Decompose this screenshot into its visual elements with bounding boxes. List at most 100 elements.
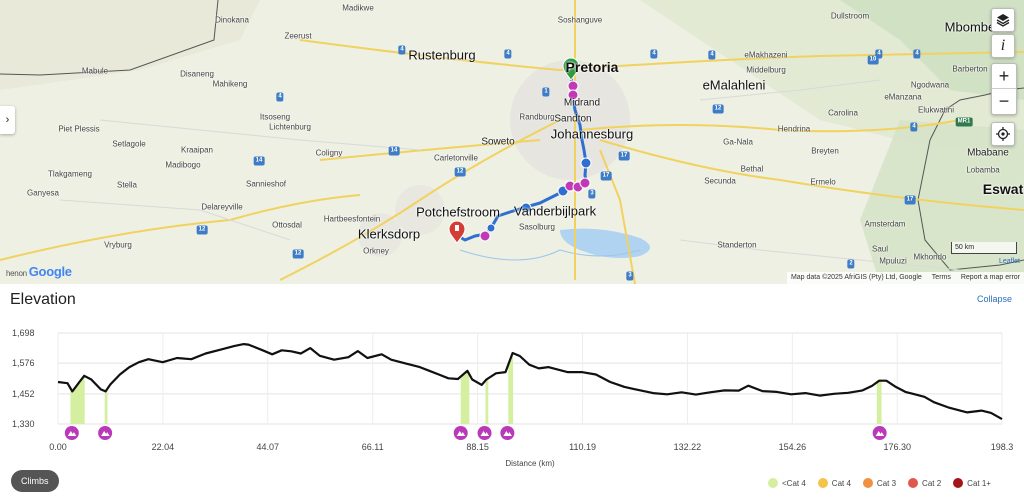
terms-link[interactable]: Terms xyxy=(931,274,951,281)
place-label: Carletonville xyxy=(433,153,479,163)
place-label: Coligny xyxy=(315,148,343,158)
place-label: Soshanguve xyxy=(557,15,603,25)
legend-label: Cat 2 xyxy=(922,478,942,488)
climb-segment xyxy=(508,353,514,424)
map-attribution: Map data ©2025 AfriGIS (Pty) Ltd, Google… xyxy=(786,272,1024,284)
x-tick-label: 154.26 xyxy=(779,442,807,452)
place-label: Dinokana xyxy=(215,15,249,25)
place-label: Secunda xyxy=(704,176,736,186)
climb-segment xyxy=(460,371,470,424)
legend-label: Cat 3 xyxy=(876,478,897,488)
place-label: Soweto xyxy=(481,136,515,148)
climb-segment xyxy=(485,378,489,424)
legend-item: Cat 2 xyxy=(908,478,941,488)
x-tick-label: 198.3 xyxy=(991,442,1014,452)
place-label: Lichtenburg xyxy=(269,122,311,132)
x-tick-label: 44.07 xyxy=(257,442,280,452)
x-tick-label: 88.15 xyxy=(466,442,489,452)
mountain-icon xyxy=(67,431,77,436)
layers-icon xyxy=(996,14,1010,27)
place-label: eMakhazeni xyxy=(744,50,788,60)
x-tick-label: 22.04 xyxy=(152,442,175,452)
place-label: Itsoseng xyxy=(259,112,291,122)
legend-label: Cat 4 xyxy=(831,478,851,488)
place-label: Ngodwana xyxy=(910,80,950,90)
scale-label: 50 km xyxy=(955,244,975,251)
place-label: Madikwe xyxy=(342,3,374,13)
road-shield: 2 xyxy=(847,259,855,269)
legend-item: Cat 4 xyxy=(817,478,851,488)
place-label: Middelburg xyxy=(746,65,786,75)
elevation-chart[interactable]: 1,330 1,452 1,576 1,698 0.00 22.04 44.07 66.11 8… xyxy=(0,318,1024,468)
y-tick-label: 1,330 xyxy=(12,419,35,429)
collapse-link[interactable]: Collapse xyxy=(976,294,1012,304)
road-shield: 4 xyxy=(650,49,658,59)
road-shield: 4 xyxy=(504,49,512,59)
legend-item: Cat 3 xyxy=(862,478,897,488)
y-tick-label: 1,452 xyxy=(12,389,35,399)
road-shield: MR1 xyxy=(955,117,973,127)
road-shield: 4 xyxy=(276,92,284,102)
elevation-title: Elevation xyxy=(10,291,76,308)
x-tick-label: 66.11 xyxy=(362,442,384,452)
leaflet-link[interactable]: Leaflet xyxy=(998,258,1020,265)
legend-swatch xyxy=(862,478,873,488)
google-logo-text: Google xyxy=(28,264,72,279)
elevation-header: Elevation Collapse xyxy=(0,284,1024,314)
place-label: Piet Plessis xyxy=(58,124,100,134)
place-label: Vryburg xyxy=(104,240,132,250)
corner-label: henon xyxy=(6,269,27,278)
chevron-right-icon: › xyxy=(5,114,10,126)
zoom-out-button[interactable]: − xyxy=(998,91,1010,111)
climb-segment xyxy=(876,380,882,424)
info-icon: i xyxy=(1000,37,1006,54)
place-label: Eswat xyxy=(982,181,1024,197)
place-label: Zeerust xyxy=(284,31,312,41)
legend-swatch xyxy=(768,478,778,488)
route-map[interactable]: Madikwe Dinokana Zeerust Soshanguve Dullstro… xyxy=(0,0,1024,284)
legend-label: Cat 1+ xyxy=(967,478,991,488)
road-shield: 4 xyxy=(398,45,406,55)
x-axis-label: Distance (km) xyxy=(505,459,555,468)
climb-category-legend: <Cat 4 Cat 4 Cat 3 Cat 2 Cat 1+ xyxy=(768,478,991,488)
road-shield: 3 xyxy=(588,189,596,199)
mountain-icon xyxy=(480,431,490,436)
zoom-in-button[interactable]: + xyxy=(992,64,1016,89)
legend-item: <Cat 4 xyxy=(768,478,806,488)
place-label: Carolina xyxy=(828,108,858,118)
locate-button[interactable] xyxy=(991,122,1015,146)
place-label: Ottosdal xyxy=(272,220,302,230)
place-label: Johannesburg xyxy=(550,126,634,142)
road-shield: 12 xyxy=(454,167,466,177)
place-label: Potchefstroom xyxy=(416,204,500,220)
place-label: Pretoria xyxy=(565,59,619,75)
layers-button[interactable] xyxy=(991,8,1015,32)
climbs-button[interactable]: Climbs xyxy=(11,470,59,492)
road-shield: 17 xyxy=(904,195,916,205)
road-shield: 4 xyxy=(708,50,716,60)
road-shield: 4 xyxy=(913,49,921,59)
place-label: Amsterdam xyxy=(864,219,906,229)
y-tick-label: 1,698 xyxy=(12,328,35,338)
report-error-link[interactable]: Report a map error xyxy=(960,274,1020,281)
place-label: Hartbeesfontein xyxy=(323,214,381,224)
x-tick-label: 132.22 xyxy=(674,442,702,452)
climb-segment xyxy=(70,376,85,424)
place-label: Setlagole xyxy=(112,139,146,149)
info-button[interactable]: i xyxy=(991,34,1015,58)
place-label: Mahikeng xyxy=(212,79,248,89)
expand-sidebar-button[interactable]: › xyxy=(0,106,15,134)
place-label: Tlakgameng xyxy=(47,169,93,179)
mountain-icon xyxy=(456,431,466,436)
mountain-icon xyxy=(875,431,885,436)
place-label: Madibogo xyxy=(165,160,201,170)
road-shield: 14 xyxy=(388,146,400,156)
place-label: Mkhondo xyxy=(913,252,947,262)
place-label: Mbombela xyxy=(944,19,1006,35)
locate-icon xyxy=(996,127,1010,141)
place-label: Vanderbijlpark xyxy=(513,203,597,219)
place-label: eMalahleni xyxy=(702,77,766,93)
place-label: Mabule xyxy=(81,66,109,76)
place-label: Ganyesa xyxy=(26,188,60,198)
road-shield: 14 xyxy=(253,156,265,166)
